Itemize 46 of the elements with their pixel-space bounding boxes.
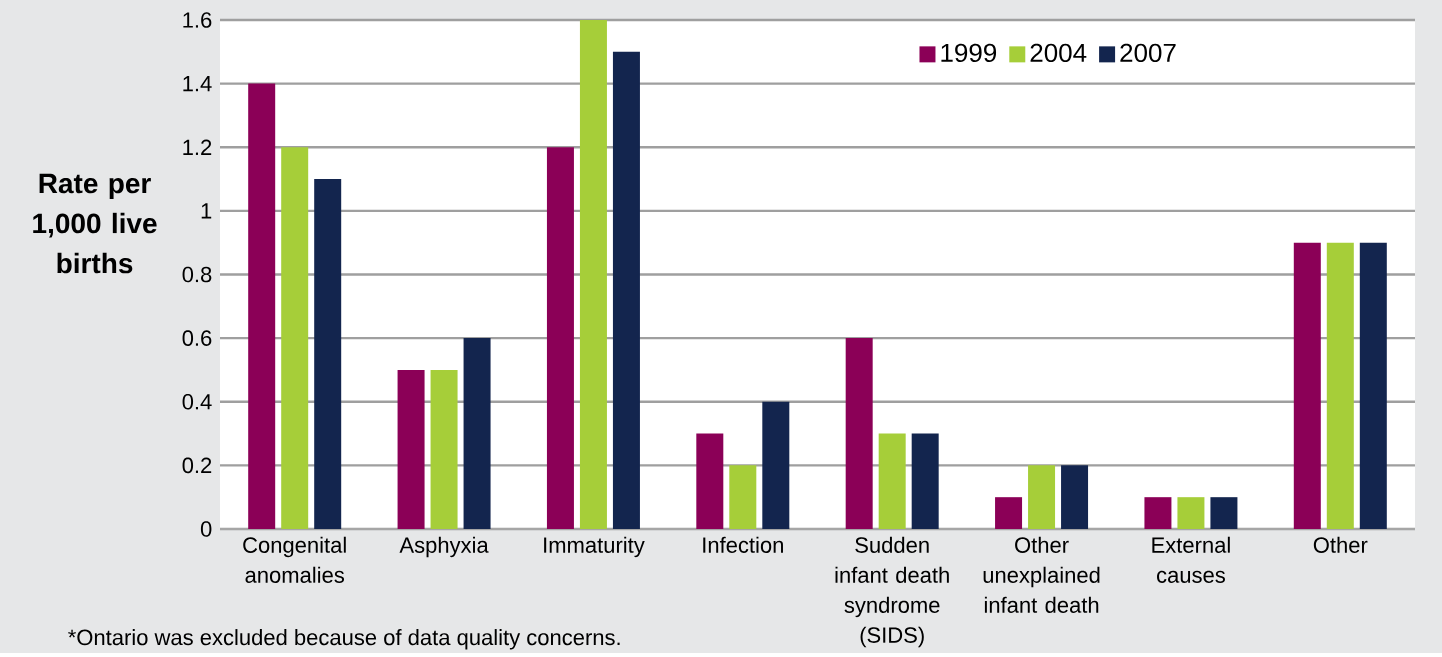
- y-tick-label: 1: [201, 203, 212, 219]
- x-tick-label: Immaturity: [544, 536, 645, 558]
- y-tick-label: 0: [200, 521, 212, 537]
- legend-label: 2007: [1120, 43, 1176, 63]
- bar: [1293, 242, 1321, 530]
- bar: [995, 497, 1023, 530]
- bar: [579, 20, 607, 530]
- bar: [1061, 465, 1089, 530]
- x-tick-label: Congenital anomalies: [243, 536, 346, 583]
- text: *Ontario was excluded because of data quality concerns.: [68, 629, 620, 650]
- bar: [397, 369, 425, 530]
- y-tick-label: 1.4: [183, 76, 212, 92]
- bar: [1359, 242, 1387, 530]
- x-tick-label: Other unexplained infant death: [983, 536, 1100, 613]
- y-tick-label: 0.8: [182, 266, 212, 283]
- bar: [281, 147, 309, 530]
- bar: [696, 433, 724, 530]
- x-tick-label: Asphyxia: [399, 536, 489, 558]
- bar: [248, 83, 276, 530]
- x-tick-label: Sudden infant death syndrome (SIDS): [835, 536, 949, 648]
- bar: [1326, 242, 1354, 530]
- bar: [878, 433, 906, 530]
- bar: [314, 179, 342, 530]
- y-tick-label: 1.2: [183, 139, 212, 155]
- bar: [430, 369, 458, 530]
- bar: [1144, 497, 1172, 530]
- y-tick-label: 0.6: [182, 330, 212, 346]
- x-tick-label: External causes: [1152, 536, 1230, 583]
- bar: [762, 401, 790, 530]
- bar: [546, 147, 574, 530]
- x-tick-label: Other: [1313, 536, 1368, 553]
- y-tick-label: 1.6: [183, 12, 212, 28]
- x-tick-label: Infection: [703, 536, 783, 553]
- y-axis-title: Rate per 1,000 live births: [33, 173, 157, 274]
- bar: [911, 433, 939, 530]
- legend-label: 1999: [941, 43, 997, 63]
- bar: [845, 338, 873, 530]
- y-tick-label: 0.2: [182, 457, 212, 474]
- bar: [1028, 465, 1056, 530]
- bar: [1177, 497, 1205, 530]
- bar: [612, 51, 640, 530]
- bar: [729, 465, 757, 530]
- bar: [463, 338, 491, 530]
- legend-label: 2004: [1030, 43, 1087, 63]
- bar: [1210, 497, 1238, 530]
- y-tick-label: 0.4: [182, 393, 212, 410]
